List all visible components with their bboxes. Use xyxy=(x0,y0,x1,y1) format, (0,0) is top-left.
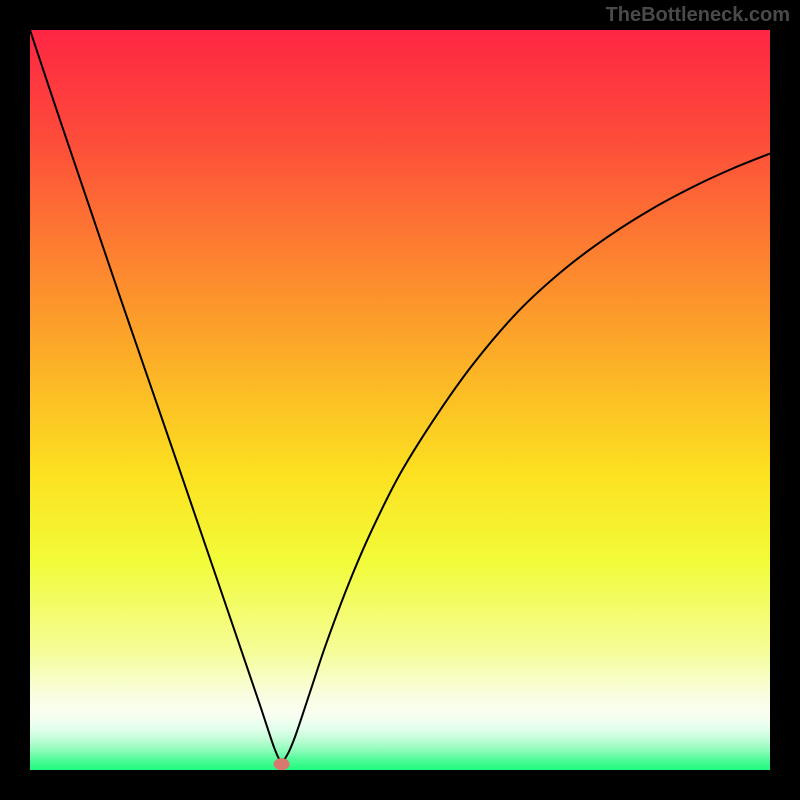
bottleneck-chart xyxy=(0,0,800,800)
minimum-marker xyxy=(274,758,290,770)
watermark-text: TheBottleneck.com xyxy=(606,4,790,27)
plot-background xyxy=(30,30,770,770)
chart-container: TheBottleneck.com xyxy=(0,0,800,800)
